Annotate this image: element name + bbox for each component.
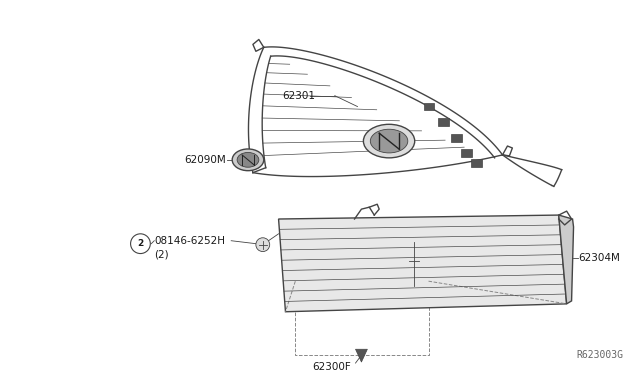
Text: 62300F: 62300F: [312, 362, 351, 372]
Circle shape: [256, 238, 269, 251]
Ellipse shape: [237, 153, 259, 167]
Ellipse shape: [232, 149, 264, 171]
Polygon shape: [559, 215, 573, 304]
Polygon shape: [355, 349, 367, 362]
Bar: [424, 103, 435, 110]
Bar: [461, 149, 472, 157]
Text: 08146-6252H: 08146-6252H: [154, 236, 225, 246]
Text: R623003G: R623003G: [577, 350, 624, 360]
Ellipse shape: [364, 124, 415, 158]
Text: 62090M: 62090M: [184, 155, 226, 165]
Text: 62301: 62301: [282, 91, 316, 101]
Bar: [438, 118, 449, 126]
Ellipse shape: [371, 129, 408, 153]
Bar: [471, 159, 482, 167]
Text: 2: 2: [138, 239, 143, 248]
Text: 62304M: 62304M: [579, 253, 620, 263]
Polygon shape: [278, 215, 566, 312]
Text: (2): (2): [154, 250, 169, 260]
Circle shape: [131, 234, 150, 254]
Bar: [451, 134, 462, 142]
